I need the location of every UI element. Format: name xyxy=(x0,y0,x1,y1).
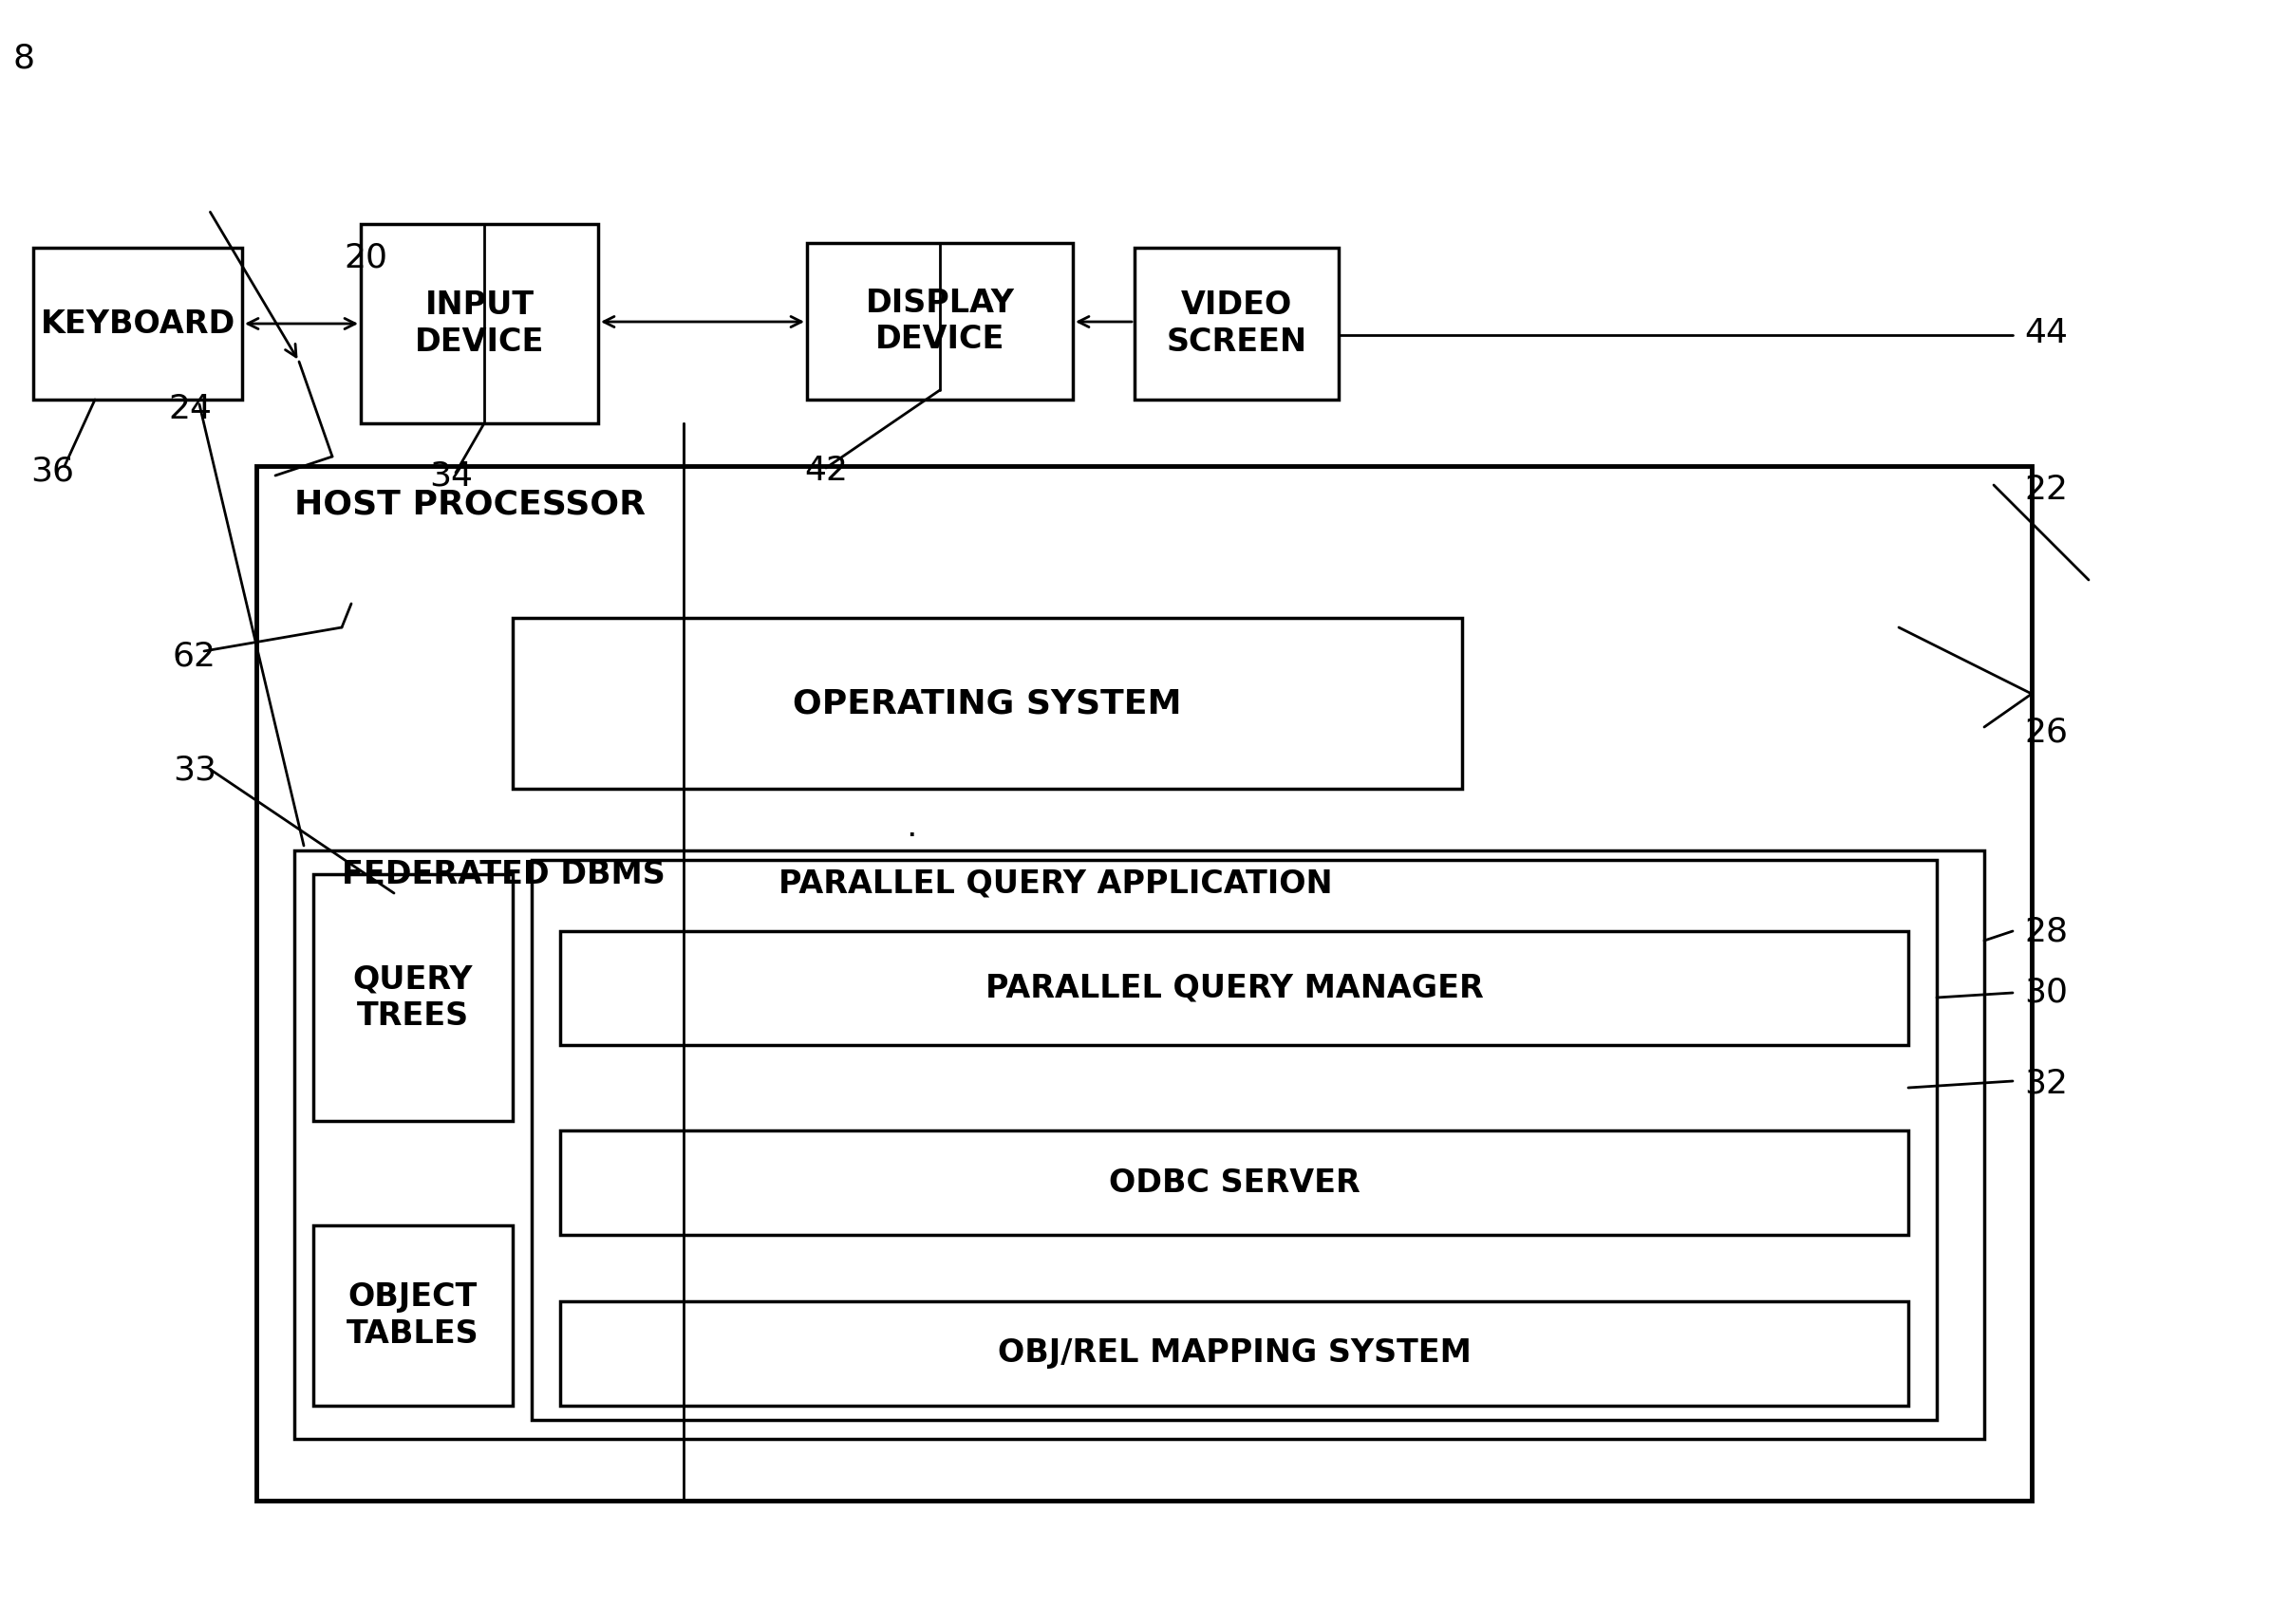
Bar xyxy=(531,861,1936,1419)
Bar xyxy=(561,1301,1909,1406)
Text: FEDERATED DBMS: FEDERATED DBMS xyxy=(343,859,665,890)
Text: HOST PROCESSOR: HOST PROCESSOR xyxy=(295,487,645,520)
Bar xyxy=(313,1226,513,1406)
Text: 44: 44 xyxy=(2025,317,2068,349)
Bar xyxy=(34,248,243,400)
Text: 34: 34 xyxy=(429,460,472,492)
Bar xyxy=(561,1130,1909,1234)
Bar xyxy=(257,466,2032,1501)
Text: 30: 30 xyxy=(2025,976,2068,1009)
Bar xyxy=(1135,248,1339,400)
Text: 20: 20 xyxy=(343,240,388,273)
Bar xyxy=(295,851,1984,1439)
Text: 24: 24 xyxy=(168,393,211,425)
Text: .: . xyxy=(906,810,917,843)
Text: 36: 36 xyxy=(30,455,75,487)
Text: 26: 26 xyxy=(2025,716,2068,749)
Text: PARALLEL QUERY MANAGER: PARALLEL QUERY MANAGER xyxy=(985,973,1482,1004)
Bar xyxy=(561,931,1909,1044)
Text: QUERY
TREES: QUERY TREES xyxy=(352,963,472,1031)
Text: 33: 33 xyxy=(173,754,216,786)
Bar xyxy=(513,617,1462,789)
Text: 28: 28 xyxy=(2025,914,2068,947)
Text: PARALLEL QUERY APPLICATION: PARALLEL QUERY APPLICATION xyxy=(779,867,1332,900)
Text: OPERATING SYSTEM: OPERATING SYSTEM xyxy=(792,687,1183,719)
Text: 32: 32 xyxy=(2025,1067,2068,1099)
Bar xyxy=(361,224,597,424)
Bar xyxy=(313,874,513,1121)
Bar xyxy=(806,244,1074,400)
Text: OBJ/REL MAPPING SYSTEM: OBJ/REL MAPPING SYSTEM xyxy=(997,1338,1471,1369)
Text: INPUT
DEVICE: INPUT DEVICE xyxy=(415,289,545,357)
Text: 22: 22 xyxy=(2025,474,2068,507)
Text: VIDEO
SCREEN: VIDEO SCREEN xyxy=(1167,289,1308,357)
Text: KEYBOARD: KEYBOARD xyxy=(41,309,236,339)
Text: DISPLAY
DEVICE: DISPLAY DEVICE xyxy=(865,287,1015,356)
Text: OBJECT
TABLES: OBJECT TABLES xyxy=(347,1281,479,1350)
Text: 42: 42 xyxy=(804,455,847,487)
Text: ODBC SERVER: ODBC SERVER xyxy=(1108,1168,1360,1199)
Text: 8: 8 xyxy=(14,42,34,75)
Text: 62: 62 xyxy=(173,640,216,672)
